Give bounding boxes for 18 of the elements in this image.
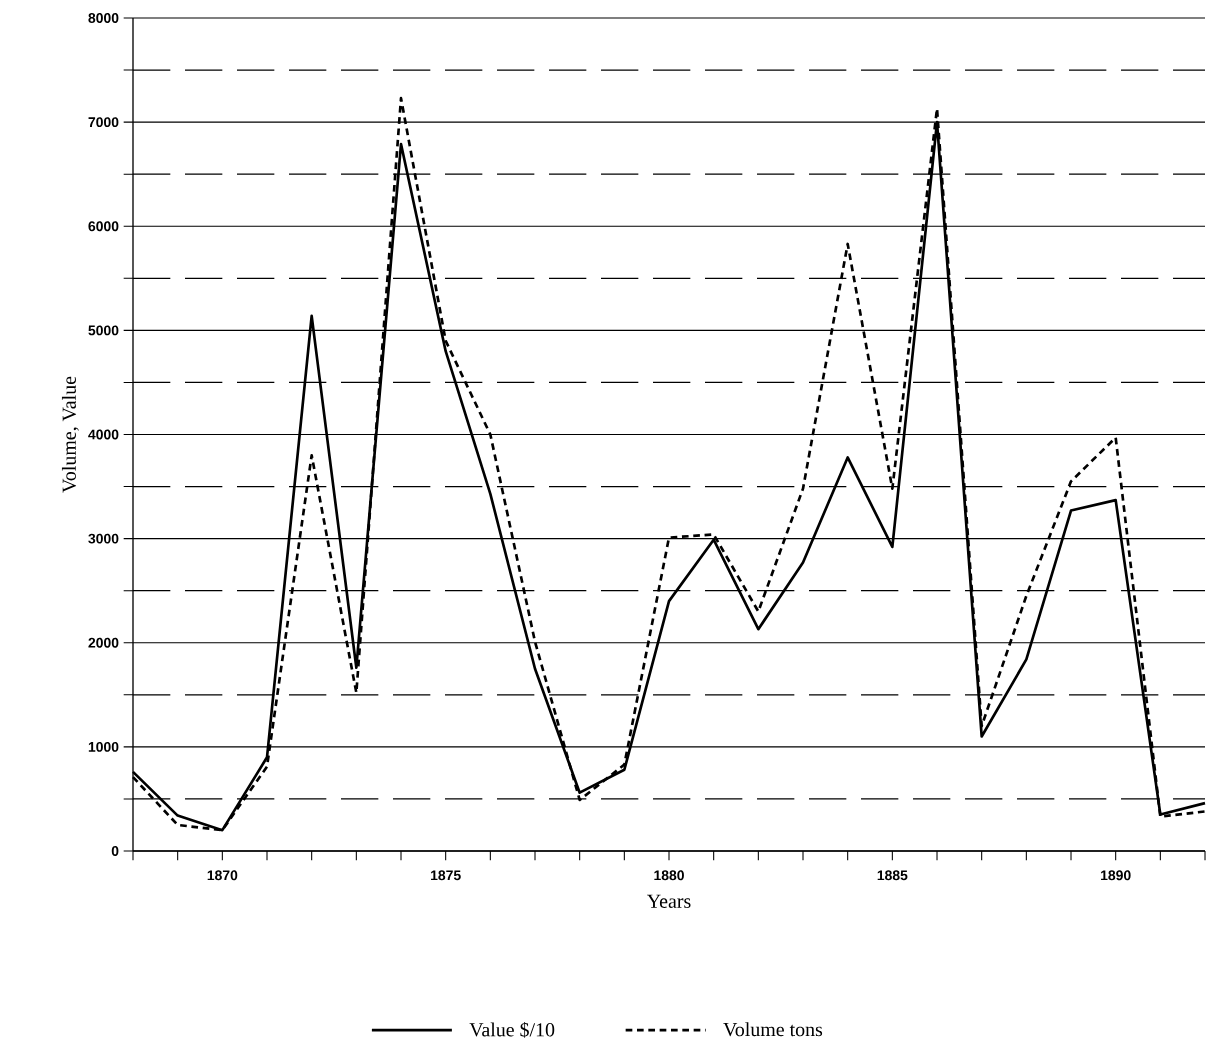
x-tick-label: 1880 <box>654 870 684 881</box>
y-tick-label: 4000 <box>88 429 119 440</box>
y-tick-label: 7000 <box>88 117 119 128</box>
y-tick-label: 3000 <box>88 533 119 544</box>
y-tick-label: 8000 <box>88 13 119 23</box>
legend-label: Volume tons <box>723 1022 823 1037</box>
x-tick-label: 1875 <box>431 870 461 881</box>
x-axis-title: Years <box>647 894 691 908</box>
y-tick-label: 1000 <box>88 741 119 752</box>
legend-label: Value $/10 <box>469 1021 555 1038</box>
x-tick-label: 1885 <box>877 870 908 881</box>
y-tick-label: 2000 <box>88 637 119 648</box>
y-tick-label: 0 <box>111 846 119 856</box>
y-tick-label: 5000 <box>88 325 119 336</box>
y-axis-title: Volume, Value <box>61 376 79 493</box>
x-tick-label: 1870 <box>207 870 238 881</box>
x-tick-label: 1890 <box>1101 870 1131 881</box>
y-tick-label: 6000 <box>88 221 119 232</box>
